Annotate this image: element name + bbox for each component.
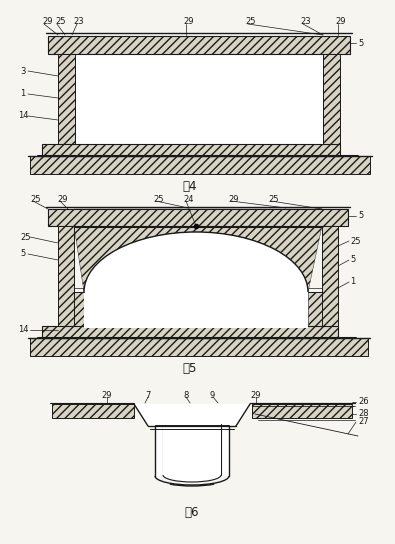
Text: 29: 29 [42, 17, 53, 27]
Bar [30, 338, 368, 356]
Text: 25: 25 [153, 195, 164, 203]
Text: 8: 8 [183, 391, 188, 399]
Bar [30, 156, 370, 174]
Text: 5: 5 [358, 39, 363, 47]
Polygon shape [134, 404, 250, 476]
Text: 图4: 图4 [183, 180, 197, 193]
Text: 29: 29 [335, 17, 346, 27]
Text: 25: 25 [30, 195, 41, 203]
Bar [322, 226, 338, 328]
Text: 3: 3 [20, 66, 25, 76]
Polygon shape [308, 292, 322, 328]
Text: 14: 14 [18, 325, 28, 335]
Text: 25: 25 [20, 232, 30, 242]
Text: 14: 14 [18, 112, 28, 121]
Text: 图5: 图5 [183, 362, 197, 374]
Text: 26: 26 [358, 398, 369, 406]
Text: 25: 25 [55, 17, 66, 27]
Bar [323, 54, 340, 146]
Bar [42, 144, 340, 156]
Text: 5: 5 [350, 256, 355, 264]
Text: 29: 29 [250, 391, 260, 399]
Bar [52, 404, 134, 418]
Text: 1: 1 [20, 90, 25, 98]
Text: 25: 25 [268, 195, 278, 203]
Text: 25: 25 [350, 237, 361, 245]
Polygon shape [74, 209, 322, 292]
Bar [48, 209, 348, 226]
Bar [48, 36, 350, 54]
Text: 28: 28 [358, 410, 369, 418]
Text: 29: 29 [101, 391, 111, 399]
Text: 23: 23 [73, 17, 84, 27]
Text: 图6: 图6 [185, 505, 199, 518]
Text: 29: 29 [183, 17, 194, 27]
Polygon shape [163, 424, 221, 482]
Bar [252, 404, 352, 418]
Bar [84, 292, 308, 328]
Text: 29: 29 [228, 195, 239, 203]
Text: 24: 24 [183, 195, 194, 203]
Text: 5: 5 [20, 250, 25, 258]
Bar [58, 54, 75, 146]
Bar [58, 226, 74, 328]
Text: 1: 1 [350, 277, 355, 287]
Text: 7: 7 [145, 391, 150, 399]
Bar [75, 54, 323, 146]
Text: 27: 27 [358, 417, 369, 426]
Text: 25: 25 [245, 17, 256, 27]
Text: 23: 23 [300, 17, 310, 27]
Polygon shape [84, 232, 308, 292]
Text: 5: 5 [358, 212, 363, 220]
Text: 9: 9 [210, 391, 215, 399]
Polygon shape [74, 292, 84, 328]
Bar [42, 326, 338, 338]
Text: 29: 29 [57, 195, 68, 203]
